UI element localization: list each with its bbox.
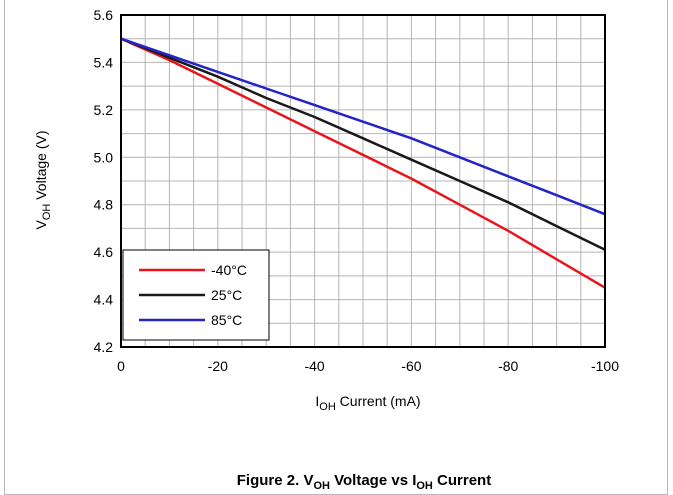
legend-label: 85°C <box>211 312 242 328</box>
page-frame-right <box>667 0 668 495</box>
plot-area-border <box>120 14 606 348</box>
y-tick-label: 4.6 <box>94 244 114 260</box>
x-tick-label: 0 <box>117 358 125 374</box>
page-frame-left <box>4 0 5 495</box>
x-tick-label: -40 <box>304 358 324 374</box>
y-tick-label: 4.8 <box>94 197 114 213</box>
x-tick-label: -100 <box>591 358 619 374</box>
x-tick-label: -60 <box>401 358 421 374</box>
y-tick-label: 4.2 <box>94 339 114 355</box>
series-lines <box>120 37 606 289</box>
x-tick-label: -80 <box>498 358 518 374</box>
series-line <box>120 37 606 216</box>
y-axis-ticks: 4.2 4.4 4.6 4.8 5.0 5.2 5.4 5.6 <box>94 7 114 355</box>
x-axis-ticks: 0 -20 -40 -60 -80 -100 <box>117 358 619 374</box>
y-tick-label: 4.4 <box>94 292 114 308</box>
y-tick-label: 5.0 <box>94 149 114 165</box>
x-axis-label: IOH Current (mA) <box>315 393 420 413</box>
y-tick-label: 5.2 <box>94 102 114 118</box>
figure-caption: Figure 2. VOH Voltage vs IOH Current <box>237 472 491 492</box>
legend-label: -40°C <box>211 262 247 278</box>
series-line <box>120 37 606 251</box>
legend: -40°C 25°C 85°C <box>122 249 270 341</box>
y-tick-label: 5.6 <box>94 7 114 23</box>
y-tick-label: 5.4 <box>94 54 114 70</box>
y-axis-label: VOH Voltage (V) <box>33 131 53 230</box>
x-tick-label: -20 <box>208 358 228 374</box>
legend-label: 25°C <box>211 287 242 303</box>
series-line <box>120 37 606 289</box>
